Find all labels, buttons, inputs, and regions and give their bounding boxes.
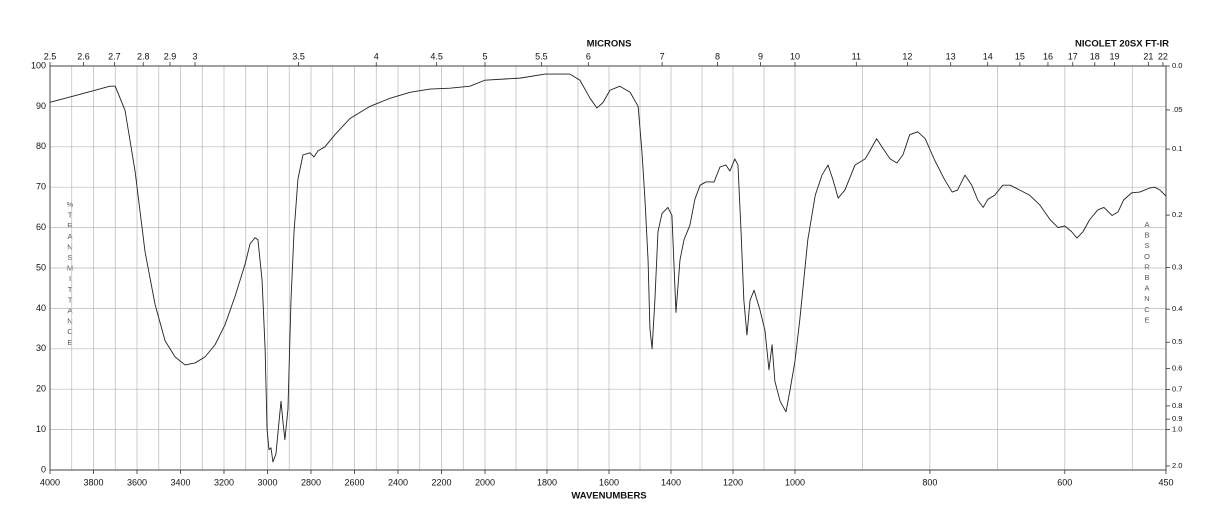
y-tick-label: 70 xyxy=(36,182,46,192)
y-axis-label: %TRANSMITTANCE xyxy=(66,200,75,348)
plot-frame xyxy=(49,65,1167,471)
y-tick-label: 80 xyxy=(36,141,46,151)
y2-tick-label: 0.2 xyxy=(1172,210,1182,219)
x-tick-label: 2600 xyxy=(344,477,364,487)
x2-tick-label: 3 xyxy=(192,51,197,61)
x2-tick-label: 4 xyxy=(374,51,379,61)
y2-tick-label: 0.8 xyxy=(1172,401,1182,410)
y2-axis-label: ABSORBANCE xyxy=(1143,220,1152,326)
x-tick-label: 2200 xyxy=(431,477,451,487)
x-tick-label: 2800 xyxy=(301,477,321,487)
x-tick-label: 3400 xyxy=(170,477,190,487)
y-tick-label: 0 xyxy=(41,464,46,474)
x2-tick-label: 5 xyxy=(482,51,487,61)
x-tick-label: 1800 xyxy=(537,477,557,487)
x2-tick-label: 2.8 xyxy=(137,51,150,61)
x2-tick-label: 2.5 xyxy=(44,51,57,61)
x-tick-label: 600 xyxy=(1057,477,1072,487)
x-tick-label: 450 xyxy=(1158,477,1173,487)
y-tick-label: 50 xyxy=(36,262,46,272)
y-tick-label: 40 xyxy=(36,303,46,313)
y2-tick-label: 0.1 xyxy=(1172,144,1182,153)
y-tick-label: 100 xyxy=(31,60,46,70)
x2-tick-label: 8 xyxy=(715,51,720,61)
x2-tick-label: 16 xyxy=(1043,51,1053,61)
y2-tick-label: 0.6 xyxy=(1172,364,1182,373)
x-tick-label: 3800 xyxy=(83,477,103,487)
x2-tick-label: 13 xyxy=(946,51,956,61)
y2-tick-label: 0.9 xyxy=(1172,414,1182,423)
x-tick-label: 4000 xyxy=(40,477,60,487)
x-tick-label: 3600 xyxy=(127,477,147,487)
x2-tick-label: 18 xyxy=(1090,51,1100,61)
y2-tick-label: 2.0 xyxy=(1172,461,1182,470)
x2-tick-label: 12 xyxy=(902,51,912,61)
x2-tick-label: 2.9 xyxy=(164,51,177,61)
y-tick-label: 60 xyxy=(36,222,46,232)
x2-axis-label: MICRONS xyxy=(587,39,632,50)
x-tick-label: 1400 xyxy=(661,477,681,487)
x-tick-label: 1000 xyxy=(785,477,805,487)
x2-tick-label: 17 xyxy=(1068,51,1078,61)
x2-tick-label: 10 xyxy=(790,51,800,61)
y2-tick-label: 0.4 xyxy=(1172,304,1182,313)
x-axis-label: WAVENUMBERS xyxy=(571,491,646,502)
x2-tick-label: 14 xyxy=(983,51,993,61)
x2-tick-label: 2.7 xyxy=(108,51,121,61)
y-tick-label: 10 xyxy=(36,424,46,434)
x-tick-label: 2000 xyxy=(475,477,495,487)
y-tick-label: 90 xyxy=(36,101,46,111)
x-tick-label: 1200 xyxy=(723,477,743,487)
y2-tick-label: 0.5 xyxy=(1172,337,1182,346)
y-tick-label: 20 xyxy=(36,384,46,394)
y2-tick-label: 0.0 xyxy=(1172,61,1182,70)
x2-tick-label: 22 xyxy=(1158,51,1168,61)
x-tick-label: 1600 xyxy=(599,477,619,487)
x2-tick-label: 5.5 xyxy=(535,51,548,61)
y-tick-label: 30 xyxy=(36,343,46,353)
y2-tick-label: 0.3 xyxy=(1172,263,1182,272)
x2-tick-label: 15 xyxy=(1015,51,1025,61)
x2-tick-label: 21 xyxy=(1143,51,1153,61)
x2-tick-label: 4.5 xyxy=(430,51,443,61)
x2-tick-label: 9 xyxy=(758,51,763,61)
x-tick-label: 800 xyxy=(922,477,937,487)
x2-tick-label: 6 xyxy=(586,51,591,61)
y2-tick-label: 1.0 xyxy=(1172,425,1182,434)
x-tick-label: 3000 xyxy=(257,477,277,487)
chart-title: NICOLET 20SX FT-IR xyxy=(1075,39,1169,50)
x2-tick-label: 7 xyxy=(660,51,665,61)
x-tick-label: 3200 xyxy=(214,477,234,487)
x-tick-label: 2400 xyxy=(388,477,408,487)
spectrum-line xyxy=(49,73,1167,463)
x2-tick-label: 2.6 xyxy=(77,51,90,61)
x2-tick-label: 3.5 xyxy=(292,51,305,61)
x2-tick-label: 11 xyxy=(852,51,861,61)
y2-tick-label: 0.7 xyxy=(1172,384,1182,393)
y2-tick-label: .05 xyxy=(1172,105,1182,114)
x2-tick-label: 19 xyxy=(1110,51,1120,61)
